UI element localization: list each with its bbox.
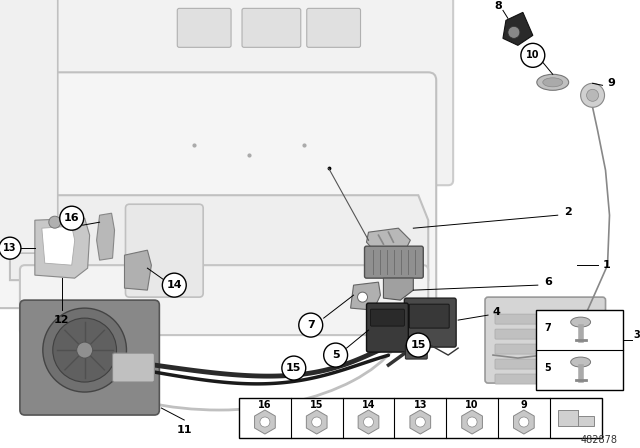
Polygon shape [10,195,428,280]
Text: 13: 13 [3,243,17,253]
Text: 7: 7 [307,320,315,330]
Circle shape [77,342,93,358]
Text: 15: 15 [310,400,323,410]
Text: 15: 15 [411,340,426,350]
Text: 16: 16 [64,213,79,223]
Circle shape [49,216,61,228]
Circle shape [415,417,425,427]
FancyBboxPatch shape [495,344,595,354]
Ellipse shape [537,74,569,90]
FancyBboxPatch shape [0,72,436,308]
Polygon shape [97,213,115,260]
Text: 16: 16 [258,400,271,410]
FancyBboxPatch shape [0,0,58,253]
FancyBboxPatch shape [495,374,595,384]
Circle shape [282,356,306,380]
Text: 5: 5 [332,350,339,360]
FancyBboxPatch shape [405,345,428,359]
Circle shape [521,43,545,67]
Text: 1: 1 [603,260,611,270]
FancyBboxPatch shape [307,9,360,47]
Text: 13: 13 [413,400,427,410]
Circle shape [580,83,605,107]
Circle shape [60,206,84,230]
Text: 6: 6 [544,277,552,287]
FancyBboxPatch shape [113,353,154,382]
Polygon shape [557,410,593,426]
Text: 12: 12 [54,315,70,325]
Circle shape [0,237,21,259]
Text: 3: 3 [633,330,640,340]
Bar [239,398,602,438]
Circle shape [52,318,116,382]
FancyBboxPatch shape [0,0,453,185]
Ellipse shape [571,357,591,367]
FancyBboxPatch shape [367,303,408,352]
Circle shape [406,333,430,357]
Polygon shape [125,250,152,290]
Text: 4: 4 [492,307,500,317]
Text: 10: 10 [526,50,540,60]
FancyBboxPatch shape [242,9,301,47]
Text: 8: 8 [494,1,502,11]
Polygon shape [307,410,327,434]
Text: 482878: 482878 [580,435,618,445]
Text: 5: 5 [545,363,551,373]
Circle shape [508,26,520,39]
FancyBboxPatch shape [20,265,428,335]
Polygon shape [383,278,413,300]
Circle shape [163,273,186,297]
FancyBboxPatch shape [495,314,595,324]
FancyBboxPatch shape [177,9,231,47]
Polygon shape [367,228,410,250]
FancyBboxPatch shape [485,297,605,383]
Polygon shape [503,13,533,45]
FancyBboxPatch shape [365,246,423,278]
Text: 2: 2 [564,207,572,217]
Text: 10: 10 [465,400,479,410]
Polygon shape [358,410,379,434]
Circle shape [260,417,270,427]
Circle shape [587,89,598,101]
Circle shape [519,417,529,427]
Polygon shape [255,410,275,434]
Polygon shape [461,410,483,434]
Polygon shape [513,410,534,434]
Ellipse shape [543,78,563,87]
Polygon shape [35,218,90,278]
Circle shape [364,417,374,427]
FancyBboxPatch shape [371,309,404,326]
FancyBboxPatch shape [20,300,159,415]
FancyBboxPatch shape [495,359,595,369]
Bar [536,310,623,390]
Circle shape [324,343,348,367]
Text: 15: 15 [286,363,301,373]
FancyBboxPatch shape [404,298,456,347]
Circle shape [312,417,322,427]
FancyBboxPatch shape [410,304,449,328]
Text: 9: 9 [520,400,527,410]
Circle shape [358,292,367,302]
Text: 7: 7 [545,323,551,333]
Text: 11: 11 [177,425,192,435]
Polygon shape [351,282,380,310]
FancyBboxPatch shape [125,204,203,297]
Circle shape [299,313,323,337]
Text: 9: 9 [607,78,616,88]
Polygon shape [42,226,75,265]
Text: 14: 14 [166,280,182,290]
Circle shape [43,308,127,392]
Ellipse shape [571,317,591,327]
Polygon shape [410,410,431,434]
Circle shape [467,417,477,427]
Text: 14: 14 [362,400,375,410]
FancyBboxPatch shape [495,329,595,339]
